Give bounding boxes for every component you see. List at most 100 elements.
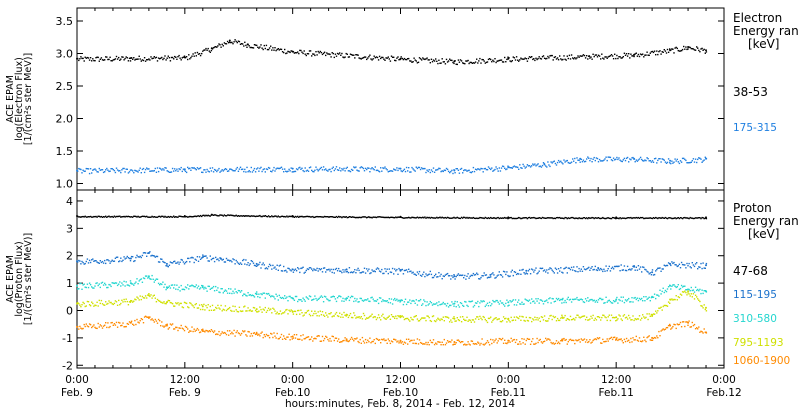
data-point xyxy=(132,283,134,285)
data-point xyxy=(467,169,469,172)
data-point xyxy=(170,324,173,326)
data-point xyxy=(101,216,104,218)
data-point xyxy=(303,216,305,218)
data-point xyxy=(331,167,333,170)
data-point xyxy=(97,322,99,325)
data-point xyxy=(370,297,372,299)
data-point xyxy=(632,315,634,317)
data-point xyxy=(232,169,234,172)
data-point xyxy=(308,167,311,169)
data-point xyxy=(605,156,607,158)
data-point xyxy=(80,306,82,308)
data-point xyxy=(271,268,273,270)
data-point xyxy=(244,168,246,171)
data-point xyxy=(178,263,180,265)
data-point xyxy=(462,274,464,276)
data-point xyxy=(426,57,428,59)
data-point xyxy=(639,340,642,342)
data-point xyxy=(520,167,522,169)
data-point xyxy=(327,338,329,341)
data-point-1060-1900 xyxy=(453,341,456,343)
data-point xyxy=(258,47,260,49)
data-point xyxy=(694,158,697,160)
data-point xyxy=(209,288,211,290)
data-point xyxy=(271,49,273,51)
data-point xyxy=(437,62,439,65)
data-point xyxy=(675,295,677,297)
data-point xyxy=(129,260,132,262)
data-point xyxy=(190,56,192,59)
data-point xyxy=(190,302,192,305)
data-point xyxy=(91,286,93,288)
data-point xyxy=(582,339,585,341)
data-point xyxy=(202,50,204,52)
data-point xyxy=(106,303,108,305)
data-point xyxy=(238,332,241,335)
data-point xyxy=(511,167,513,169)
data-point xyxy=(564,161,566,163)
data-point xyxy=(318,297,320,300)
data-point xyxy=(184,302,187,304)
data-point xyxy=(545,58,547,60)
data-point xyxy=(660,217,662,219)
data-point xyxy=(234,263,236,265)
data-point xyxy=(653,217,656,219)
data-point xyxy=(557,341,560,343)
data-point xyxy=(126,300,128,303)
data-point xyxy=(124,216,126,218)
data-point xyxy=(616,337,618,339)
data-point xyxy=(466,343,468,346)
data-point xyxy=(122,301,124,303)
data-point xyxy=(148,168,150,170)
data-point xyxy=(405,269,408,271)
x-tick-label-time: 0:00 xyxy=(497,374,521,386)
data-point xyxy=(451,217,453,219)
data-point xyxy=(581,270,584,272)
data-point-38-53 xyxy=(129,57,132,60)
data-point xyxy=(364,216,367,218)
data-point xyxy=(367,57,369,59)
data-point xyxy=(343,300,345,302)
data-point xyxy=(702,217,704,219)
data-point xyxy=(243,306,245,308)
data-point xyxy=(595,319,598,321)
data-point-795-1193 xyxy=(705,306,707,309)
data-point xyxy=(275,215,277,217)
data-point xyxy=(566,55,568,57)
data-point xyxy=(514,166,517,168)
data-point xyxy=(199,258,202,260)
data-point xyxy=(583,268,586,270)
data-point xyxy=(238,40,241,43)
data-point xyxy=(509,300,511,302)
data-point xyxy=(119,322,121,324)
data-point xyxy=(358,301,360,303)
data-point xyxy=(409,320,411,322)
data-point xyxy=(370,58,372,60)
data-point xyxy=(126,284,128,286)
data-point xyxy=(378,339,381,341)
data-point xyxy=(514,59,517,61)
data-point xyxy=(659,217,661,219)
data-point xyxy=(265,215,268,218)
data-point xyxy=(283,51,285,54)
data-point xyxy=(556,161,559,164)
data-point xyxy=(440,217,442,219)
data-point xyxy=(493,217,495,219)
data-point xyxy=(127,172,130,174)
data-point xyxy=(445,316,448,318)
data-point xyxy=(115,55,118,58)
data-point xyxy=(159,261,161,263)
data-point xyxy=(353,271,355,273)
data-point xyxy=(447,170,450,173)
data-point xyxy=(646,270,648,273)
data-point xyxy=(622,342,624,344)
data-point xyxy=(276,332,278,335)
data-point xyxy=(664,265,667,267)
data-point xyxy=(567,296,569,299)
data-point xyxy=(252,47,255,49)
data-point xyxy=(505,168,507,171)
data-point xyxy=(311,169,313,172)
data-point xyxy=(529,302,532,304)
data-point xyxy=(678,296,681,299)
data-point xyxy=(510,216,512,219)
